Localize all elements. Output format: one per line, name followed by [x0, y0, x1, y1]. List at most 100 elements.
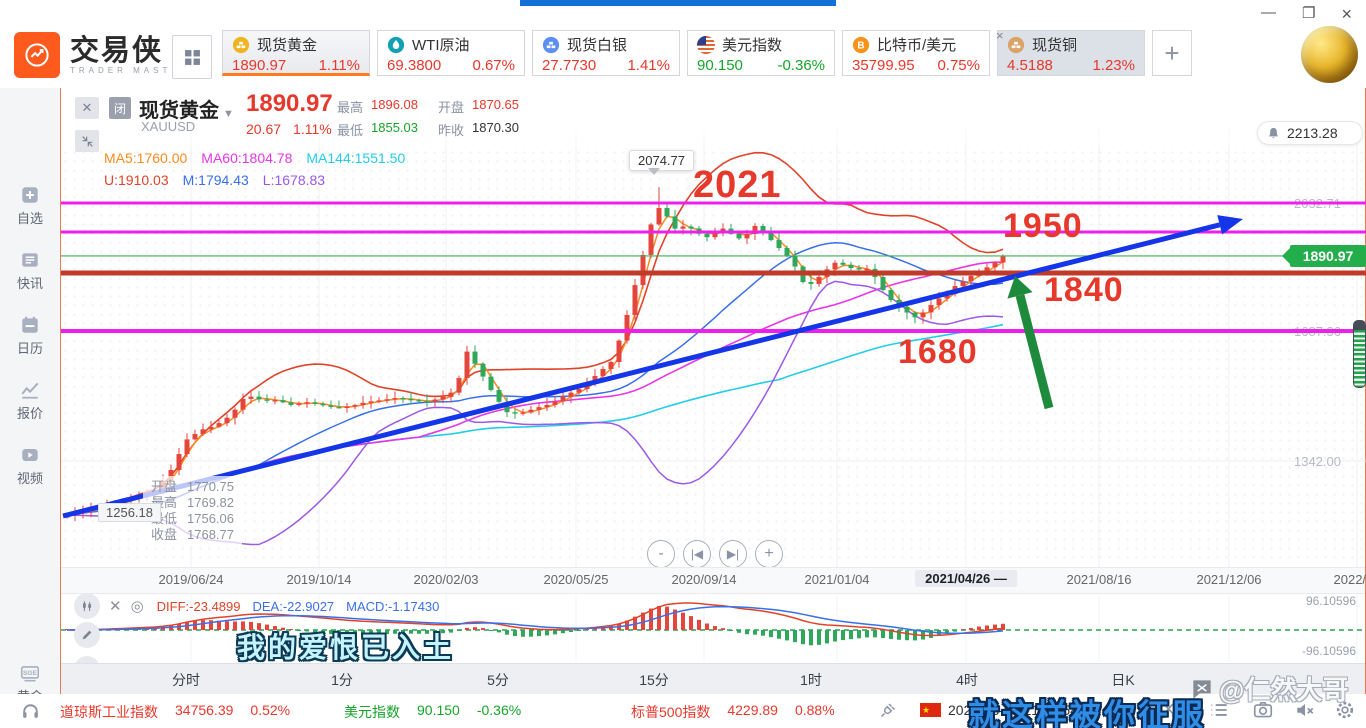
silver-coin-icon: [542, 36, 560, 54]
chevron-down-icon: ▼: [223, 108, 234, 120]
camera-icon[interactable]: [1252, 699, 1274, 721]
copper-coin-icon: [1007, 36, 1025, 54]
oil-icon: [387, 36, 405, 54]
list-icon[interactable]: [1208, 699, 1230, 721]
indicator-value: MA60:1804.78: [201, 150, 293, 166]
date-tick: 2022/03: [1333, 572, 1366, 587]
timeframe-tab[interactable]: 1时: [800, 672, 822, 688]
app-logo: 交易侠 TRADER MASTER: [14, 32, 190, 78]
collapse-icon[interactable]: [75, 130, 99, 152]
instrument-price: 69.3800: [387, 57, 442, 74]
timeframe-bar[interactable]: 分时 1分 5分 15分 1时 4时 日K: [61, 663, 1365, 694]
sidebar-label: 快讯: [16, 276, 43, 291]
date-tick: 2021/12/06: [1196, 572, 1262, 587]
chart-close-button[interactable]: ✕: [75, 97, 99, 119]
macd-header: ✕ ◎ DIFF:-23.4899 DEA:-22.9027 MACD:-1.174…: [74, 593, 439, 619]
macd-close-icon[interactable]: ✕: [109, 598, 122, 615]
sidebar-item-favorites[interactable]: 自选: [0, 184, 60, 227]
chart-title[interactable]: 现货黄金 ▼: [139, 100, 234, 122]
timeframe-tab[interactable]: 1分: [331, 672, 353, 688]
instrument-name: 现货白银: [567, 37, 628, 54]
window-controls: — ❐ ×: [1261, 4, 1352, 25]
peak-price-label: 2074.77: [629, 150, 694, 175]
instrument-price: 35799.95: [852, 57, 915, 74]
ma-indicator-row: MA5:1760.00 MA60:1804.78 MA144:1551.50: [104, 150, 405, 166]
sidebar-item-video[interactable]: 视频: [0, 444, 60, 487]
date-tick: 2019/06/24: [158, 572, 224, 587]
close-button[interactable]: ×: [1341, 4, 1352, 24]
timeframe-tab[interactable]: 4时: [956, 672, 978, 688]
headset-icon[interactable]: [20, 700, 41, 721]
index-ticker: 道琼斯工业指数 34756.39 0.52%: [60, 702, 291, 720]
indicator-candle-icon[interactable]: [74, 593, 100, 619]
macd-value: DEA:-22.9027: [252, 598, 335, 614]
price-alert-box[interactable]: 2213.28: [1257, 121, 1363, 145]
minimize-button[interactable]: —: [1261, 4, 1277, 21]
ohlc-value: 1770.75: [187, 479, 235, 494]
avatar[interactable]: [1301, 26, 1358, 83]
ohlc-label: 收盘: [151, 527, 178, 542]
skip-end-button[interactable]: ▶|: [719, 540, 747, 568]
svg-text:SGE: SGE: [23, 670, 38, 677]
timeframe-tab[interactable]: 15分: [639, 672, 669, 688]
video-subtitle-line1: 我的爱恨已入土: [237, 632, 455, 663]
instrument-tab-silver[interactable]: 现货白银 27.7730 1.41%: [532, 30, 680, 76]
timeframe-tab[interactable]: 5分: [487, 672, 509, 688]
instrument-change: -0.36%: [777, 57, 825, 74]
left-sidebar: 自选 快讯 日历 报价 视频 SGE 黄金 模拟: [0, 88, 60, 704]
index-ticker: 美元指数 90.150 -0.36%: [344, 702, 522, 720]
index-ticker: 标普500指数 4229.89 0.88%: [631, 702, 835, 720]
mute-speaker-icon[interactable]: [1294, 699, 1316, 721]
author-watermark: @仁然大哥: [1189, 670, 1348, 707]
instrument-name: 现货黄金: [257, 37, 318, 54]
instrument-name: 现货铜: [1032, 37, 1078, 54]
chart-panel: 2032.711687.361342.00 ✕ 闭 现货黄金▼ XAUUSD 1…: [60, 88, 1366, 705]
instrument-tab-gold[interactable]: 现货黄金 1890.97 1.11%: [222, 30, 370, 76]
instrument-tab-copper[interactable]: × 现货铜 4.5188 1.23%: [996, 28, 1145, 76]
close-icon[interactable]: ×: [996, 28, 1004, 43]
instrument-tab-bitcoin[interactable]: B 比特币/美元 35799.95 0.75%: [842, 30, 990, 76]
min-price-label: 1256.18: [98, 503, 161, 522]
macd-value: MACD:-1.17430: [346, 598, 440, 614]
instrument-tab-usd-index[interactable]: 美元指数 90.150 -0.36%: [687, 30, 835, 76]
bell-icon: [1266, 126, 1281, 141]
skip-start-button[interactable]: |◀: [683, 540, 711, 568]
svg-text:1342.00: 1342.00: [1294, 454, 1341, 469]
background-window-strip: [520, 0, 836, 6]
grid-layout-button[interactable]: [172, 35, 212, 79]
timeframe-tab[interactable]: 日K: [1111, 672, 1135, 688]
candlestick-chart[interactable]: 2032.711687.361342.00: [61, 88, 1366, 567]
instrument-change: 0.67%: [472, 57, 515, 74]
macd-settings-icon[interactable]: ◎: [130, 598, 144, 615]
vertical-zoom-slider[interactable]: [1353, 320, 1366, 388]
date-tick: 2020/05/25: [543, 572, 609, 587]
sidebar-item-quotes[interactable]: 报价: [0, 379, 60, 422]
stat-value: 1870.65: [472, 97, 520, 112]
instrument-name: WTI原油: [412, 37, 470, 54]
date-axis[interactable]: 2019/06/24 2019/10/14 2020/02/03 2020/05/25…: [61, 567, 1366, 594]
macd-axis-min: -96.10596: [1301, 644, 1356, 658]
connection-icon[interactable]: [878, 700, 898, 720]
video-subtitle-line2: 就这样被你征服: [968, 698, 1206, 728]
instrument-change: 1.11%: [318, 57, 360, 74]
sidebar-item-calendar[interactable]: 日历: [0, 314, 60, 357]
zoom-in-button[interactable]: +: [755, 540, 783, 568]
gold-coin-icon: [232, 36, 250, 54]
timeframe-tab[interactable]: 分时: [172, 672, 200, 688]
add-instrument-button[interactable]: +: [1152, 30, 1192, 76]
instrument-change: 1.23%: [1092, 57, 1135, 74]
instrument-tab-wti-oil[interactable]: WTI原油 69.3800 0.67%: [377, 30, 525, 76]
draw-pencil-icon[interactable]: [74, 622, 100, 648]
macd-panel[interactable]: [61, 592, 1366, 662]
tools-icon[interactable]: [1158, 699, 1179, 720]
zoom-out-button[interactable]: -: [647, 540, 675, 568]
chart-symbol: XAUUSD: [141, 119, 196, 134]
stat-value: 1896.08: [371, 97, 419, 112]
current-price-tag: 1890.97: [1282, 244, 1366, 267]
sidebar-item-news[interactable]: 快讯: [0, 249, 60, 292]
boll-indicator-row: U:1910.03 M:1794.43 L:1678.83: [104, 172, 325, 188]
watermark-text: @仁然大哥: [1219, 675, 1349, 705]
gear-icon[interactable]: [1334, 699, 1356, 721]
maximize-button[interactable]: ❐: [1302, 5, 1316, 22]
